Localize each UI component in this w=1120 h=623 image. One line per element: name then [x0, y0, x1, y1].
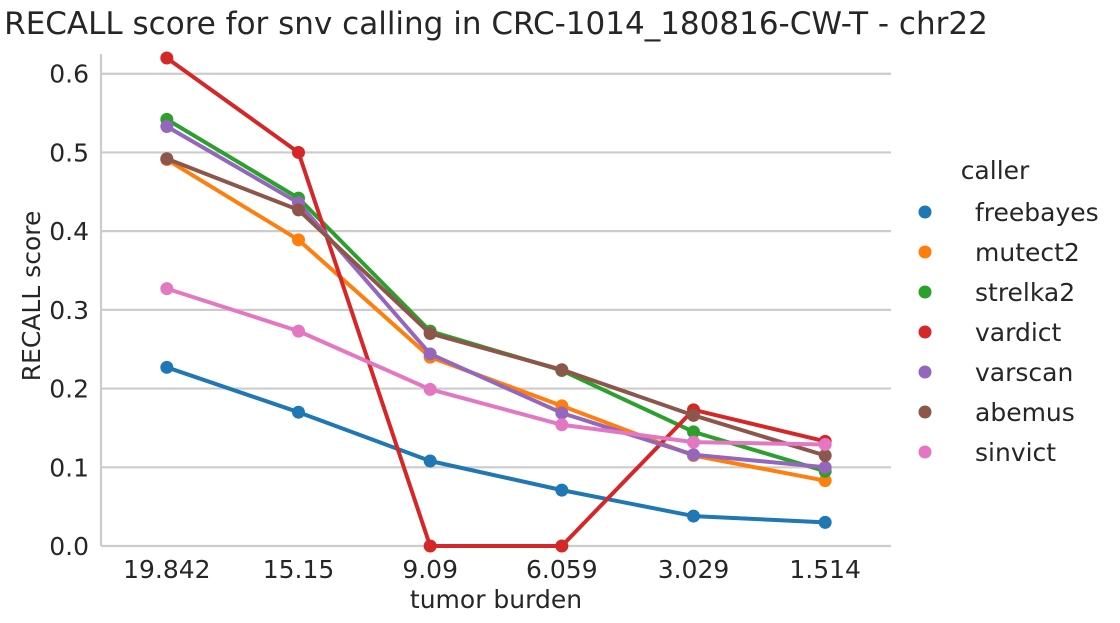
series-abemus — [160, 152, 832, 462]
data-point-varscan — [555, 406, 569, 420]
data-point-varscan — [687, 448, 700, 462]
data-point-varscan — [160, 119, 174, 133]
data-point-varscan — [423, 347, 437, 361]
data-point-abemus — [423, 326, 437, 340]
x-tick-label: 19.842 — [123, 555, 210, 584]
legend-title: caller — [961, 156, 1030, 185]
series-line-varscan — [164, 124, 828, 470]
x-tick-label: 9.09 — [402, 555, 458, 584]
data-point-freebayes — [687, 509, 700, 523]
data-point-mutect2 — [818, 474, 832, 488]
data-point-freebayes — [292, 405, 305, 419]
y-tick-label: 0.3 — [49, 296, 89, 325]
x-tick-labels: 19.842 15.15 9.09 6.059 3.029 1.514 — [123, 555, 861, 584]
y-tick-label: 0.5 — [49, 138, 89, 167]
series-strelka2 — [160, 112, 832, 478]
data-point-sinvict — [555, 418, 569, 432]
legend-marker-abemus — [918, 405, 932, 419]
data-point-abemus — [687, 408, 700, 422]
series-line-vardict — [164, 56, 828, 548]
y-tick-label: 0.0 — [49, 532, 89, 561]
legend-label-vardict: vardict — [975, 318, 1062, 347]
x-tick-label: 15.15 — [263, 555, 335, 584]
data-point-vardict — [160, 51, 174, 65]
series-line-freebayes — [164, 365, 828, 525]
data-point-vardict — [292, 145, 305, 159]
series-freebayes — [160, 360, 832, 529]
data-point-abemus — [555, 363, 569, 377]
data-point-freebayes — [818, 515, 832, 529]
data-point-strelka2 — [687, 425, 700, 439]
data-point-vardict — [555, 539, 569, 553]
data-point-freebayes — [160, 360, 174, 374]
x-tick-label: 1.514 — [789, 555, 861, 584]
legend-marker-freebayes — [918, 205, 932, 219]
data-point-sinvict — [292, 324, 305, 338]
x-tick-label: 6.059 — [526, 555, 598, 584]
x-axis-label: tumor burden — [410, 585, 582, 614]
x-tick-label: 3.029 — [658, 555, 730, 584]
series-line-abemus — [164, 156, 828, 458]
series-sinvict — [160, 282, 832, 451]
legend-label-abemus: abemus — [975, 398, 1075, 427]
y-tick-label: 0.6 — [49, 60, 89, 89]
y-tick-label: 0.4 — [49, 217, 89, 246]
legend-marker-strelka2 — [918, 285, 932, 299]
data-point-freebayes — [423, 454, 437, 468]
data-point-freebayes — [555, 483, 569, 497]
legend-label-mutect2: mutect2 — [975, 238, 1080, 267]
legend-label-varscan: varscan — [975, 358, 1073, 387]
legend-label-freebayes: freebayes — [975, 198, 1099, 227]
data-point-abemus — [292, 203, 305, 217]
series-line-sinvict — [164, 286, 828, 447]
y-tick-label: 0.1 — [49, 453, 89, 482]
data-point-sinvict — [160, 282, 174, 296]
legend: caller freebayes mutect2 strelka2 vardict va… — [918, 156, 1099, 467]
data-point-sinvict — [423, 382, 437, 396]
legend-items: freebayes mutect2 strelka2 vardict varscan ab… — [918, 198, 1099, 467]
data-point-sinvict — [687, 435, 700, 449]
data-point-abemus — [160, 152, 174, 166]
series-lines — [160, 51, 832, 553]
legend-label-sinvict: sinvict — [975, 438, 1056, 467]
y-axis-label: RECALL score — [17, 211, 46, 382]
legend-marker-mutect2 — [918, 245, 932, 259]
legend-marker-sinvict — [918, 445, 932, 459]
data-point-abemus — [818, 448, 832, 462]
data-point-vardict — [423, 539, 437, 553]
data-point-mutect2 — [292, 233, 305, 247]
y-tick-labels: 0.0 0.1 0.2 0.3 0.4 0.5 0.6 — [49, 60, 89, 561]
legend-label-strelka2: strelka2 — [975, 278, 1075, 307]
data-point-sinvict — [818, 437, 832, 451]
chart-title: RECALL score for snv calling in CRC-1014… — [4, 6, 988, 42]
data-point-varscan — [818, 460, 832, 474]
y-tick-label: 0.2 — [49, 375, 89, 404]
legend-marker-varscan — [918, 365, 932, 379]
legend-marker-vardict — [918, 325, 932, 339]
